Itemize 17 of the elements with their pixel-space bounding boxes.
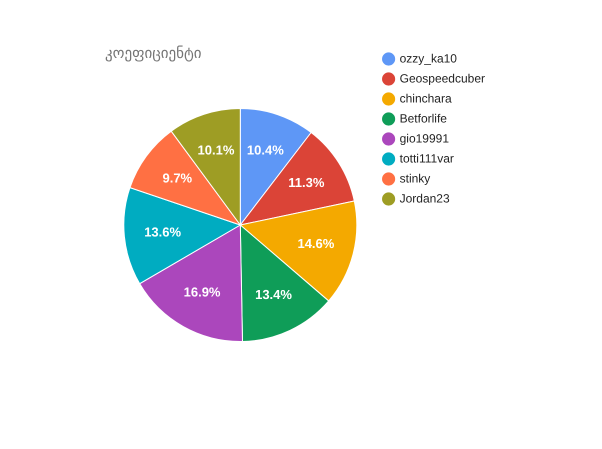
data-label: 13.4% (255, 287, 292, 302)
data-label: 10.1% (198, 142, 235, 158)
legend-label: gio19991 (400, 131, 450, 146)
data-label: 14.6% (297, 236, 335, 251)
data-label: 16.9% (184, 284, 221, 300)
data-label: 10.4% (246, 142, 284, 158)
legend-label: chinchara (400, 91, 452, 106)
legend-label: ozzy_ka10 (400, 51, 458, 66)
legend-label: stinky (400, 171, 430, 186)
legend-label: Jordan23 (400, 191, 450, 206)
chart-title: კოეფიციენტი (105, 44, 202, 62)
data-label: 9.7% (162, 170, 193, 186)
data-label: 13.6% (144, 224, 182, 240)
data-label: 11.3% (288, 174, 325, 190)
legend-label: Betforlife (400, 111, 448, 126)
legend-label: Geospeedcuber (400, 71, 486, 86)
legend-label: totti111var (400, 151, 454, 166)
